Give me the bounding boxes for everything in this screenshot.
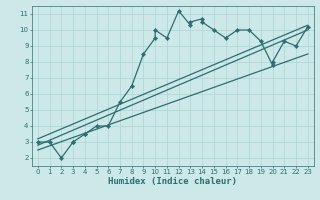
X-axis label: Humidex (Indice chaleur): Humidex (Indice chaleur) xyxy=(108,177,237,186)
